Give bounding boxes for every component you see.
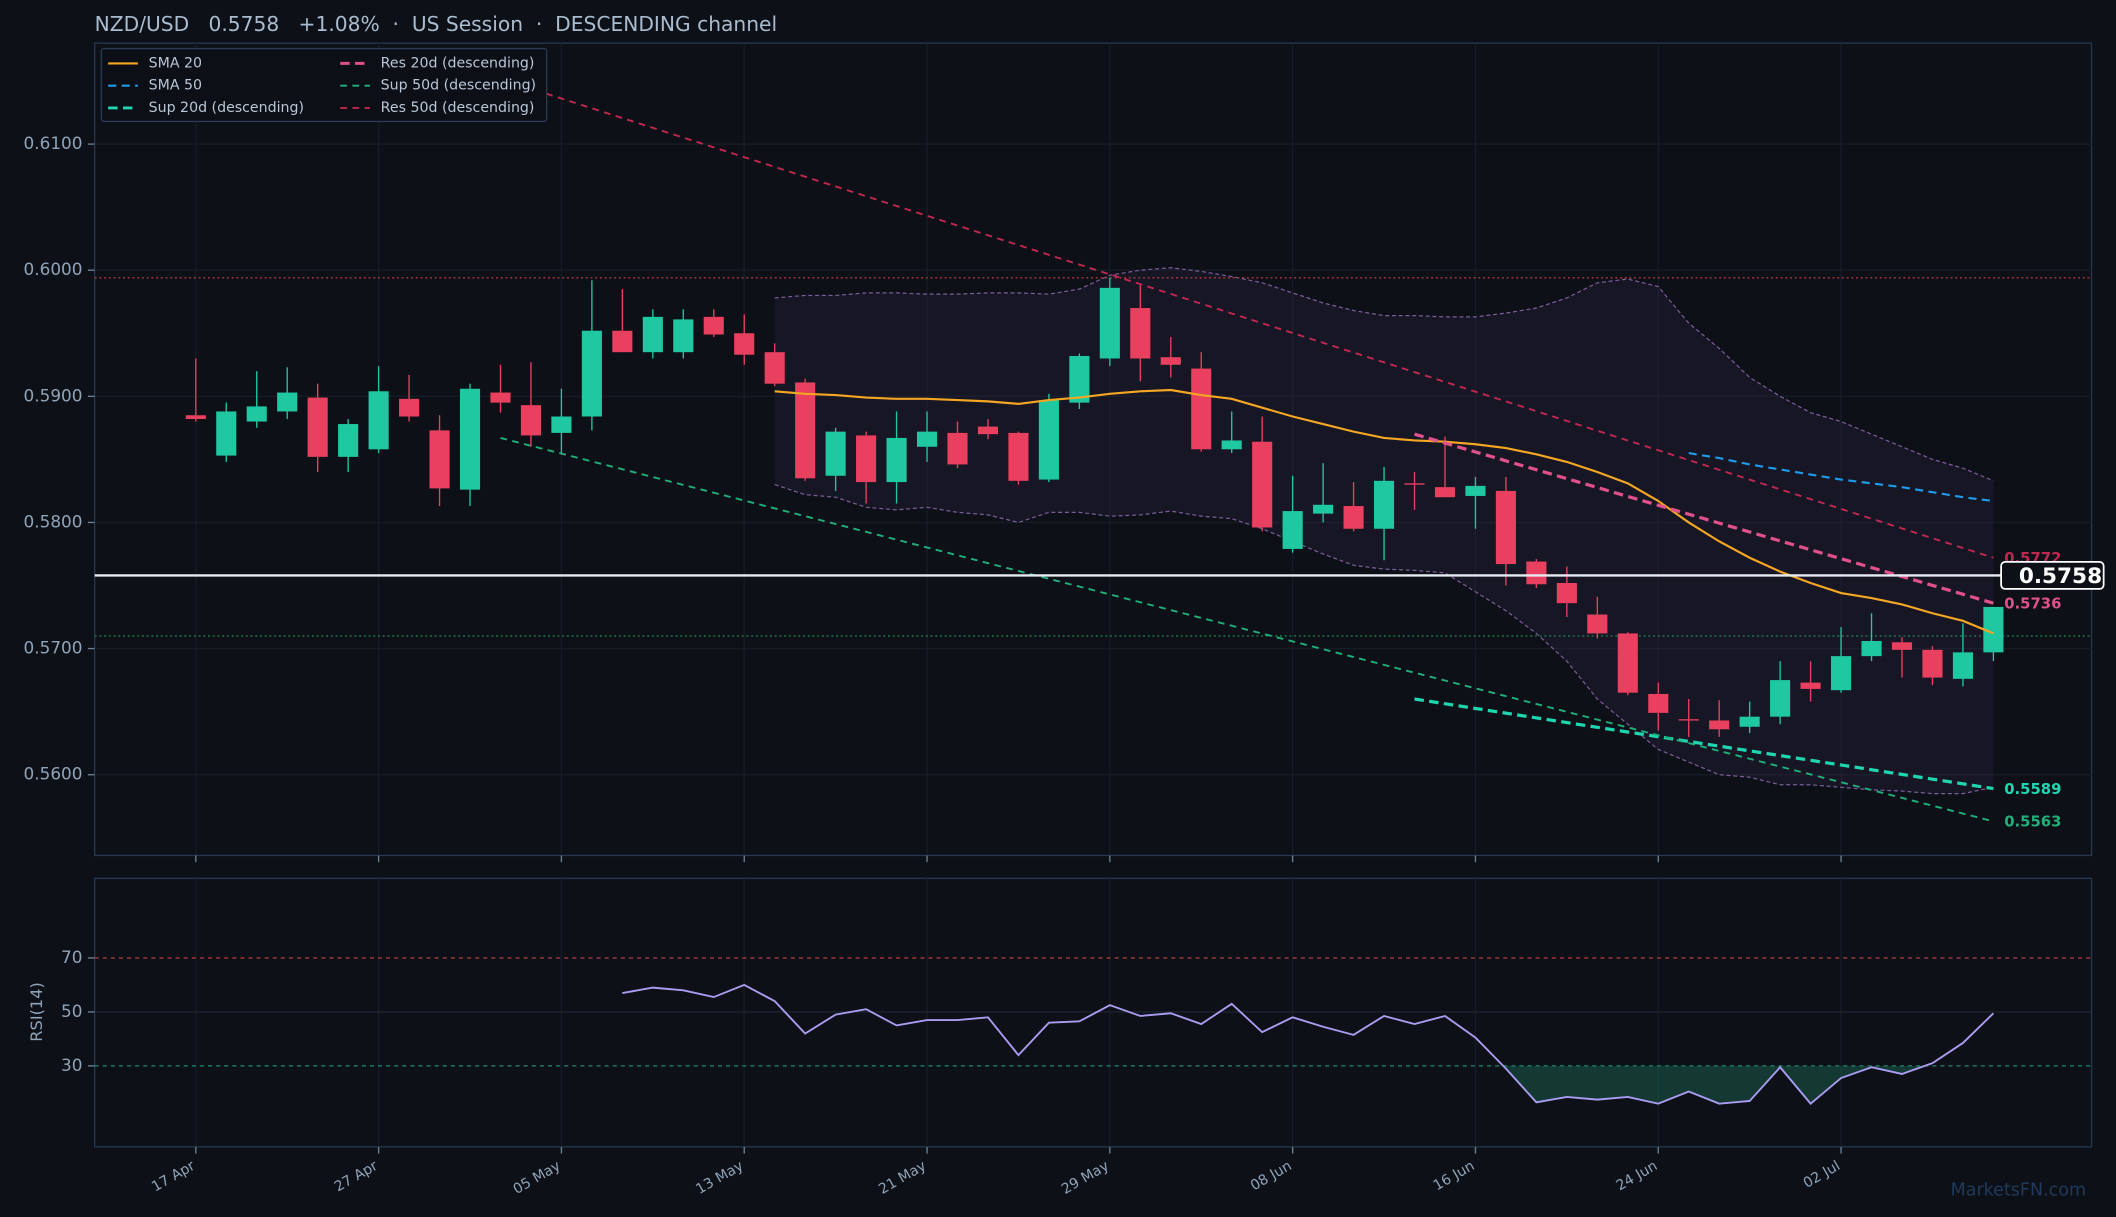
candle-body bbox=[612, 330, 633, 353]
candle-body bbox=[1556, 582, 1577, 604]
rsi-y-label: RSI(14) bbox=[27, 982, 46, 1042]
candle-body bbox=[1709, 720, 1730, 730]
candle-body bbox=[307, 397, 328, 457]
candle-body bbox=[916, 431, 938, 447]
candle-body bbox=[1648, 693, 1669, 713]
candle-body bbox=[1008, 432, 1029, 481]
candle-body bbox=[338, 424, 359, 457]
legend-label: Res 50d (descending) bbox=[381, 100, 535, 116]
candle-body bbox=[673, 319, 694, 353]
candle-body bbox=[490, 392, 511, 403]
candle-body bbox=[734, 333, 755, 355]
candle-body bbox=[1983, 606, 2004, 653]
candle-body bbox=[1343, 506, 1364, 529]
overlay-line bbox=[1414, 432, 1994, 605]
legend-label: Sup 50d (descending) bbox=[381, 78, 536, 94]
candle-body bbox=[1252, 441, 1273, 528]
candle-body bbox=[1038, 400, 1059, 480]
candle-body bbox=[520, 405, 542, 436]
chart-title: NZD/USD 0.5758 +1.08% · US Session · DES… bbox=[95, 12, 777, 36]
legend-label: SMA 20 bbox=[149, 55, 202, 71]
candle-body bbox=[368, 391, 389, 450]
overlay-line bbox=[545, 92, 1994, 559]
candle-body bbox=[703, 316, 724, 335]
legend: SMA 20 SMA 50 Sup 20d (descending) Res 20d … bbox=[100, 47, 548, 123]
candle-body bbox=[1160, 357, 1181, 365]
oversold-fill bbox=[622, 1065, 1994, 1104]
candle-body bbox=[886, 437, 907, 483]
candle-body bbox=[1434, 487, 1456, 498]
y-tick-label: 0.5600 bbox=[24, 764, 83, 784]
candle-body bbox=[1587, 614, 1608, 634]
overlay-line bbox=[1414, 697, 1994, 791]
watermark: MarketsFN.com bbox=[1951, 1180, 2086, 1200]
y-tick-label: 0.5900 bbox=[24, 385, 83, 405]
candle-body bbox=[581, 330, 602, 417]
candle-body bbox=[277, 392, 298, 412]
candle-body bbox=[1526, 561, 1547, 585]
y-tick-label: 0.6000 bbox=[24, 259, 83, 279]
legend-label: Res 20d (descending) bbox=[381, 55, 535, 71]
candle-body bbox=[1069, 355, 1090, 403]
candle-body bbox=[1404, 483, 1425, 485]
end-label: 0.5563 bbox=[2004, 814, 2061, 831]
candle-body bbox=[459, 388, 481, 490]
overlay-line bbox=[500, 437, 1994, 823]
candle-body bbox=[1922, 649, 1943, 678]
y-tick-label: 0.5700 bbox=[24, 638, 83, 658]
candle-body bbox=[246, 406, 267, 422]
y-tick-label: 0.5800 bbox=[24, 511, 83, 531]
rsi-line bbox=[622, 983, 1995, 1105]
main-panel bbox=[93, 42, 2093, 857]
end-label: 0.5589 bbox=[2004, 781, 2061, 798]
candle-body bbox=[795, 382, 816, 479]
price-badge-text: 0.5758 bbox=[2019, 564, 2102, 589]
candle-body bbox=[1861, 640, 1882, 657]
y-tick-label: 70 bbox=[61, 947, 82, 967]
candle-body bbox=[642, 316, 663, 353]
candle-body bbox=[1617, 633, 1638, 693]
candle-body bbox=[1831, 656, 1852, 691]
candle-body bbox=[1952, 652, 1973, 679]
candle-body bbox=[1191, 368, 1212, 450]
candle-body bbox=[1495, 490, 1516, 565]
candle-body bbox=[1221, 440, 1242, 450]
y-tick-label: 50 bbox=[61, 1001, 82, 1021]
y-tick-label: 0.6100 bbox=[24, 133, 83, 153]
candle-body bbox=[977, 426, 999, 435]
band-upper bbox=[774, 267, 1994, 482]
candle-body bbox=[216, 411, 237, 456]
candle-body bbox=[856, 435, 877, 483]
legend-label: Sup 20d (descending) bbox=[149, 100, 304, 116]
legend-box bbox=[100, 47, 548, 123]
candle-body bbox=[1373, 480, 1395, 529]
overlay-line bbox=[1688, 452, 1994, 503]
candle-body bbox=[1800, 682, 1821, 689]
candle-body bbox=[429, 430, 450, 489]
legend-label: SMA 50 bbox=[149, 78, 202, 94]
price-badge bbox=[2000, 561, 2105, 590]
candle-body bbox=[764, 352, 785, 384]
candle-body bbox=[1891, 642, 1913, 650]
candle-body bbox=[825, 431, 846, 476]
candle-body bbox=[1099, 287, 1120, 359]
y-tick-label: 30 bbox=[61, 1055, 82, 1075]
candle-body bbox=[1465, 485, 1486, 496]
candle-body bbox=[1313, 504, 1334, 514]
candle-body bbox=[1739, 716, 1760, 727]
candle-body bbox=[551, 416, 572, 433]
end-label: 0.5736 bbox=[2004, 596, 2061, 613]
candle-body bbox=[399, 398, 420, 417]
candle-body bbox=[1770, 680, 1791, 717]
candle-body bbox=[1282, 511, 1303, 549]
candle-body bbox=[1130, 308, 1151, 359]
candle-body bbox=[1678, 719, 1699, 721]
candle-body bbox=[185, 415, 206, 420]
candle-body bbox=[947, 432, 968, 465]
